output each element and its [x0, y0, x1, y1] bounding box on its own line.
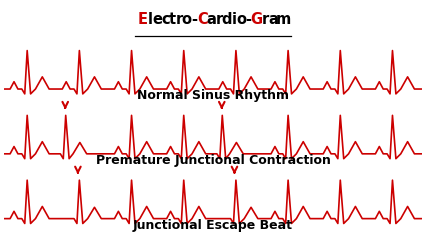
Text: d: d	[222, 12, 232, 27]
Text: -: -	[191, 12, 197, 27]
Text: l: l	[148, 12, 153, 27]
Text: o: o	[182, 12, 192, 27]
Text: c: c	[161, 12, 170, 27]
Text: Premature Junctional Contraction: Premature Junctional Contraction	[95, 154, 331, 167]
Text: r: r	[262, 12, 269, 27]
Text: a: a	[207, 12, 216, 27]
Text: i: i	[231, 12, 236, 27]
Text: Junctional Escape Beat: Junctional Escape Beat	[133, 219, 293, 232]
Text: m: m	[276, 12, 291, 27]
Text: a: a	[268, 12, 278, 27]
Text: t: t	[169, 12, 176, 27]
Text: -: -	[245, 12, 251, 27]
Text: E: E	[137, 12, 147, 27]
Text: r: r	[175, 12, 183, 27]
Text: e: e	[153, 12, 162, 27]
Text: G: G	[250, 12, 263, 27]
Text: Normal Sinus Rhythm: Normal Sinus Rhythm	[137, 89, 289, 102]
Text: C: C	[197, 12, 208, 27]
Text: r: r	[215, 12, 223, 27]
Text: o: o	[236, 12, 246, 27]
